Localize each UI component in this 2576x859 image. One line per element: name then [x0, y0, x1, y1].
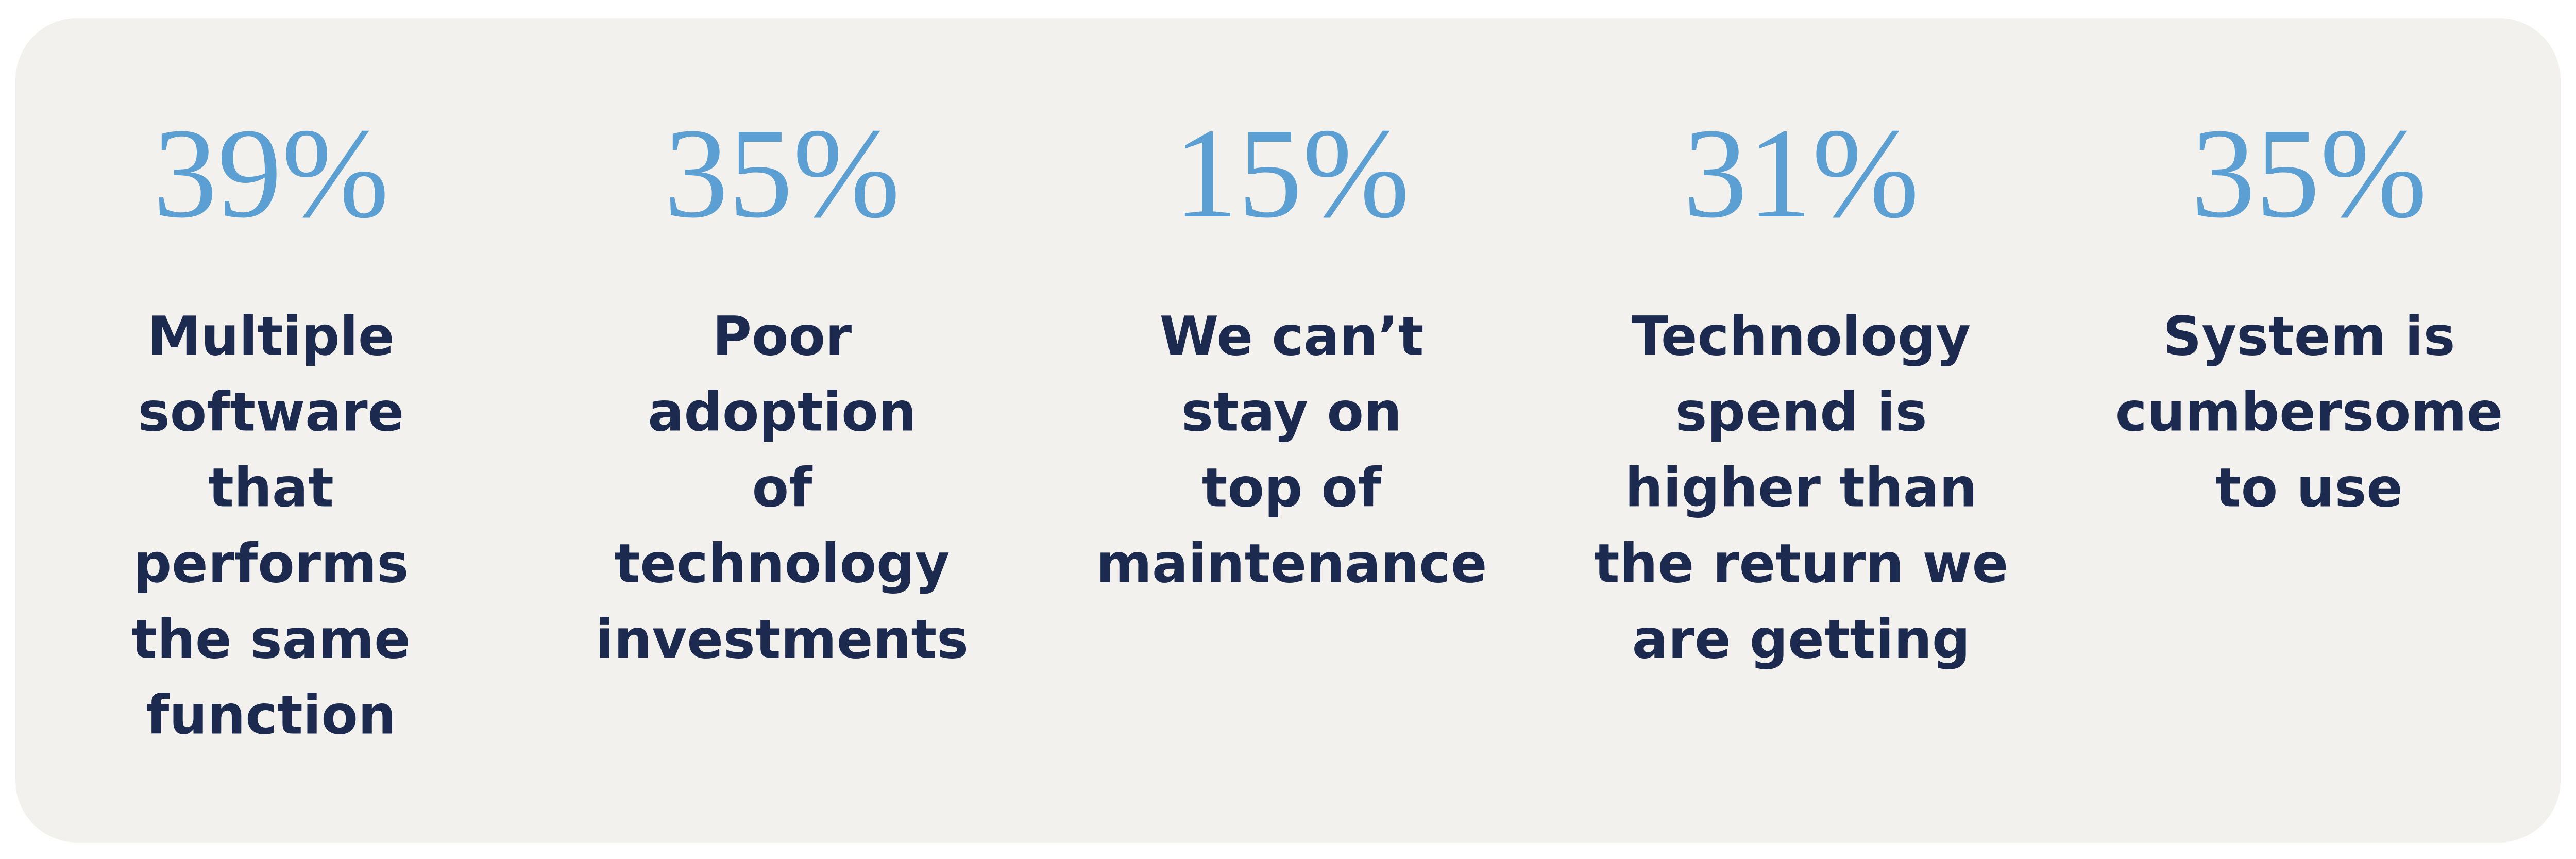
stat-label: top of [1202, 456, 1382, 519]
stat-label: maintenance [1096, 532, 1487, 595]
stat-label: higher than [1625, 456, 1977, 519]
stat-label: of [752, 456, 813, 519]
stat-label: stay on [1181, 380, 1402, 443]
stat-label: to use [2215, 456, 2403, 519]
stat-label: cumbersome [2115, 380, 2503, 443]
stat-label: function [146, 683, 396, 746]
stat-label: are getting [1632, 608, 1971, 670]
stat-label: the same [131, 608, 410, 670]
stat-value: 15% [1174, 102, 1410, 245]
panel [15, 18, 2561, 843]
stat-value: 35% [664, 102, 900, 245]
stat-label: software [138, 380, 404, 443]
stat-label: Multiple [147, 305, 394, 367]
stat-label: Poor [713, 305, 852, 367]
stat-value: 35% [2191, 102, 2427, 245]
stat-label: investments [596, 608, 969, 670]
stat-label: that [208, 456, 334, 519]
stat-label: spend is [1675, 380, 1927, 443]
stat-label: System is [2163, 305, 2455, 367]
stat-value: 31% [1683, 102, 1919, 245]
stat-label: Technology [1632, 305, 1971, 367]
stat-label: We can’t [1160, 305, 1424, 367]
stat-label: performs [133, 532, 409, 595]
stat-label: the return we [1594, 532, 2008, 595]
stat-label: adoption [648, 380, 916, 443]
stat-value: 39% [153, 102, 389, 245]
stat-label: technology [615, 532, 950, 595]
